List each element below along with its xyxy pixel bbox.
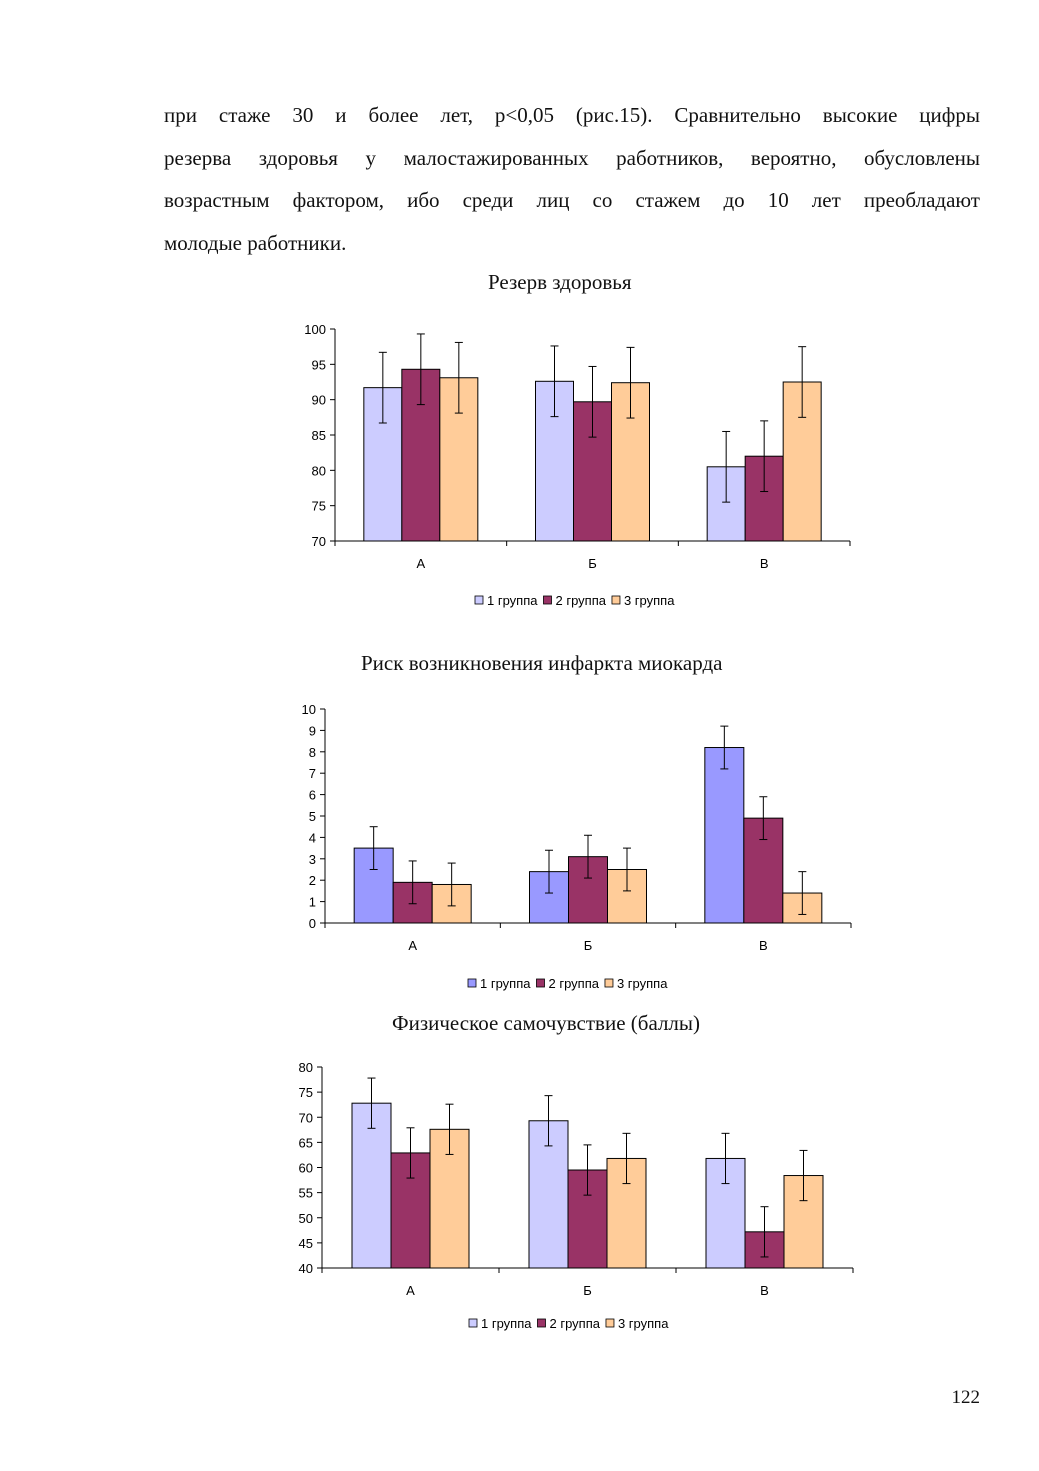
legend-swatch <box>604 978 614 988</box>
chart-legend: 1 группа 2 группа 3 группа <box>468 1316 669 1331</box>
x-tick-label: Б <box>583 1283 592 1298</box>
y-tick-label: 75 <box>312 499 326 514</box>
legend-swatch <box>605 1318 615 1328</box>
legend-swatch <box>537 1318 546 1328</box>
y-tick-label: 70 <box>312 534 326 549</box>
legend-label: 1 группа <box>480 976 531 991</box>
y-tick-label: 4 <box>309 830 316 845</box>
y-tick-label: 90 <box>312 393 326 408</box>
y-tick-label: 2 <box>309 873 316 888</box>
legend-swatch <box>543 595 552 605</box>
y-tick-label: 70 <box>299 1110 313 1125</box>
chart-infarction-risk: 0 1 2 3 4 5 6 7 8 9 10 А Б В 1 группа 2 группа 3 группа <box>302 702 852 991</box>
bar <box>351 1102 392 1269</box>
bar <box>704 747 745 924</box>
x-tick-label: А <box>408 938 417 953</box>
y-tick-label: 80 <box>299 1060 313 1075</box>
chart-legend: 1 группа 2 группа 3 группа <box>474 593 675 608</box>
text-line: возрастным фактором, ибо среди лиц со ст… <box>164 188 980 212</box>
legend-swatch <box>474 595 484 605</box>
legend-swatch <box>611 595 621 605</box>
body-paragraph: при стаже 30 и более лет, р<0,05 (рис.15… <box>164 94 980 264</box>
text-line: при стаже 30 и более лет, р<0,05 (рис.15… <box>164 103 980 127</box>
y-tick-label: 85 <box>312 428 326 443</box>
x-tick-label: В <box>760 556 769 571</box>
chart-title-infarction-risk: Риск возникновения инфаркта миокарда <box>361 651 723 675</box>
y-tick-label: 9 <box>309 723 316 738</box>
legend-label: 3 группа <box>618 1316 669 1331</box>
y-tick-label: 5 <box>309 809 316 824</box>
y-tick-label: 75 <box>299 1085 313 1100</box>
y-tick-label: 40 <box>299 1261 313 1276</box>
x-tick-label: В <box>759 938 768 953</box>
y-tick-label: 6 <box>309 788 316 803</box>
legend-label: 1 группа <box>487 593 538 608</box>
x-tick-label: А <box>406 1283 415 1298</box>
y-tick-label: 0 <box>309 916 316 931</box>
y-tick-label: 8 <box>309 745 316 760</box>
legend-label: 2 группа <box>555 593 606 608</box>
legend-swatch <box>468 1318 478 1328</box>
y-tick-label: 3 <box>309 852 316 867</box>
y-tick-label: 1 <box>309 895 316 910</box>
x-tick-label: А <box>416 556 425 571</box>
x-tick-label: В <box>760 1283 769 1298</box>
y-tick-label: 55 <box>299 1186 313 1201</box>
chart-title-health-reserve: Резерв здоровья <box>488 270 632 294</box>
chart-title-physical-wellbeing: Физическое самочувствие (баллы) <box>392 1011 701 1035</box>
chart-health-reserve: 70 75 80 85 90 95 100 А Б В 1 группа 2 группа 3 груп… <box>304 322 851 608</box>
legend-label: 3 группа <box>617 976 668 991</box>
legend-label: 2 группа <box>549 1316 600 1331</box>
y-tick-label: 60 <box>299 1161 313 1176</box>
y-tick-label: 100 <box>304 322 326 337</box>
y-tick-label: 50 <box>299 1211 313 1226</box>
chart-physical-wellbeing: 40 45 50 55 60 65 70 75 80 А Б В 1 группа 2 группа 3 г… <box>299 1060 854 1331</box>
y-tick-label: 65 <box>299 1135 313 1150</box>
y-tick-label: 95 <box>312 357 326 372</box>
y-tick-label: 80 <box>312 463 326 478</box>
legend-label: 2 группа <box>548 976 599 991</box>
y-tick-label: 45 <box>299 1236 313 1251</box>
page-number: 122 <box>951 1387 981 1408</box>
y-tick-label: 10 <box>302 702 316 717</box>
legend-swatch <box>536 978 545 988</box>
text-line: молодые работники. <box>164 230 347 255</box>
legend-swatch <box>467 978 477 988</box>
x-tick-label: Б <box>588 556 597 571</box>
x-tick-label: Б <box>584 938 593 953</box>
chart-legend: 1 группа 2 группа 3 группа <box>467 976 668 991</box>
y-tick-label: 7 <box>309 766 316 781</box>
legend-label: 1 группа <box>481 1316 532 1331</box>
legend-label: 3 группа <box>624 593 675 608</box>
text-line: резерва здоровья у малостажированных раб… <box>164 145 980 170</box>
